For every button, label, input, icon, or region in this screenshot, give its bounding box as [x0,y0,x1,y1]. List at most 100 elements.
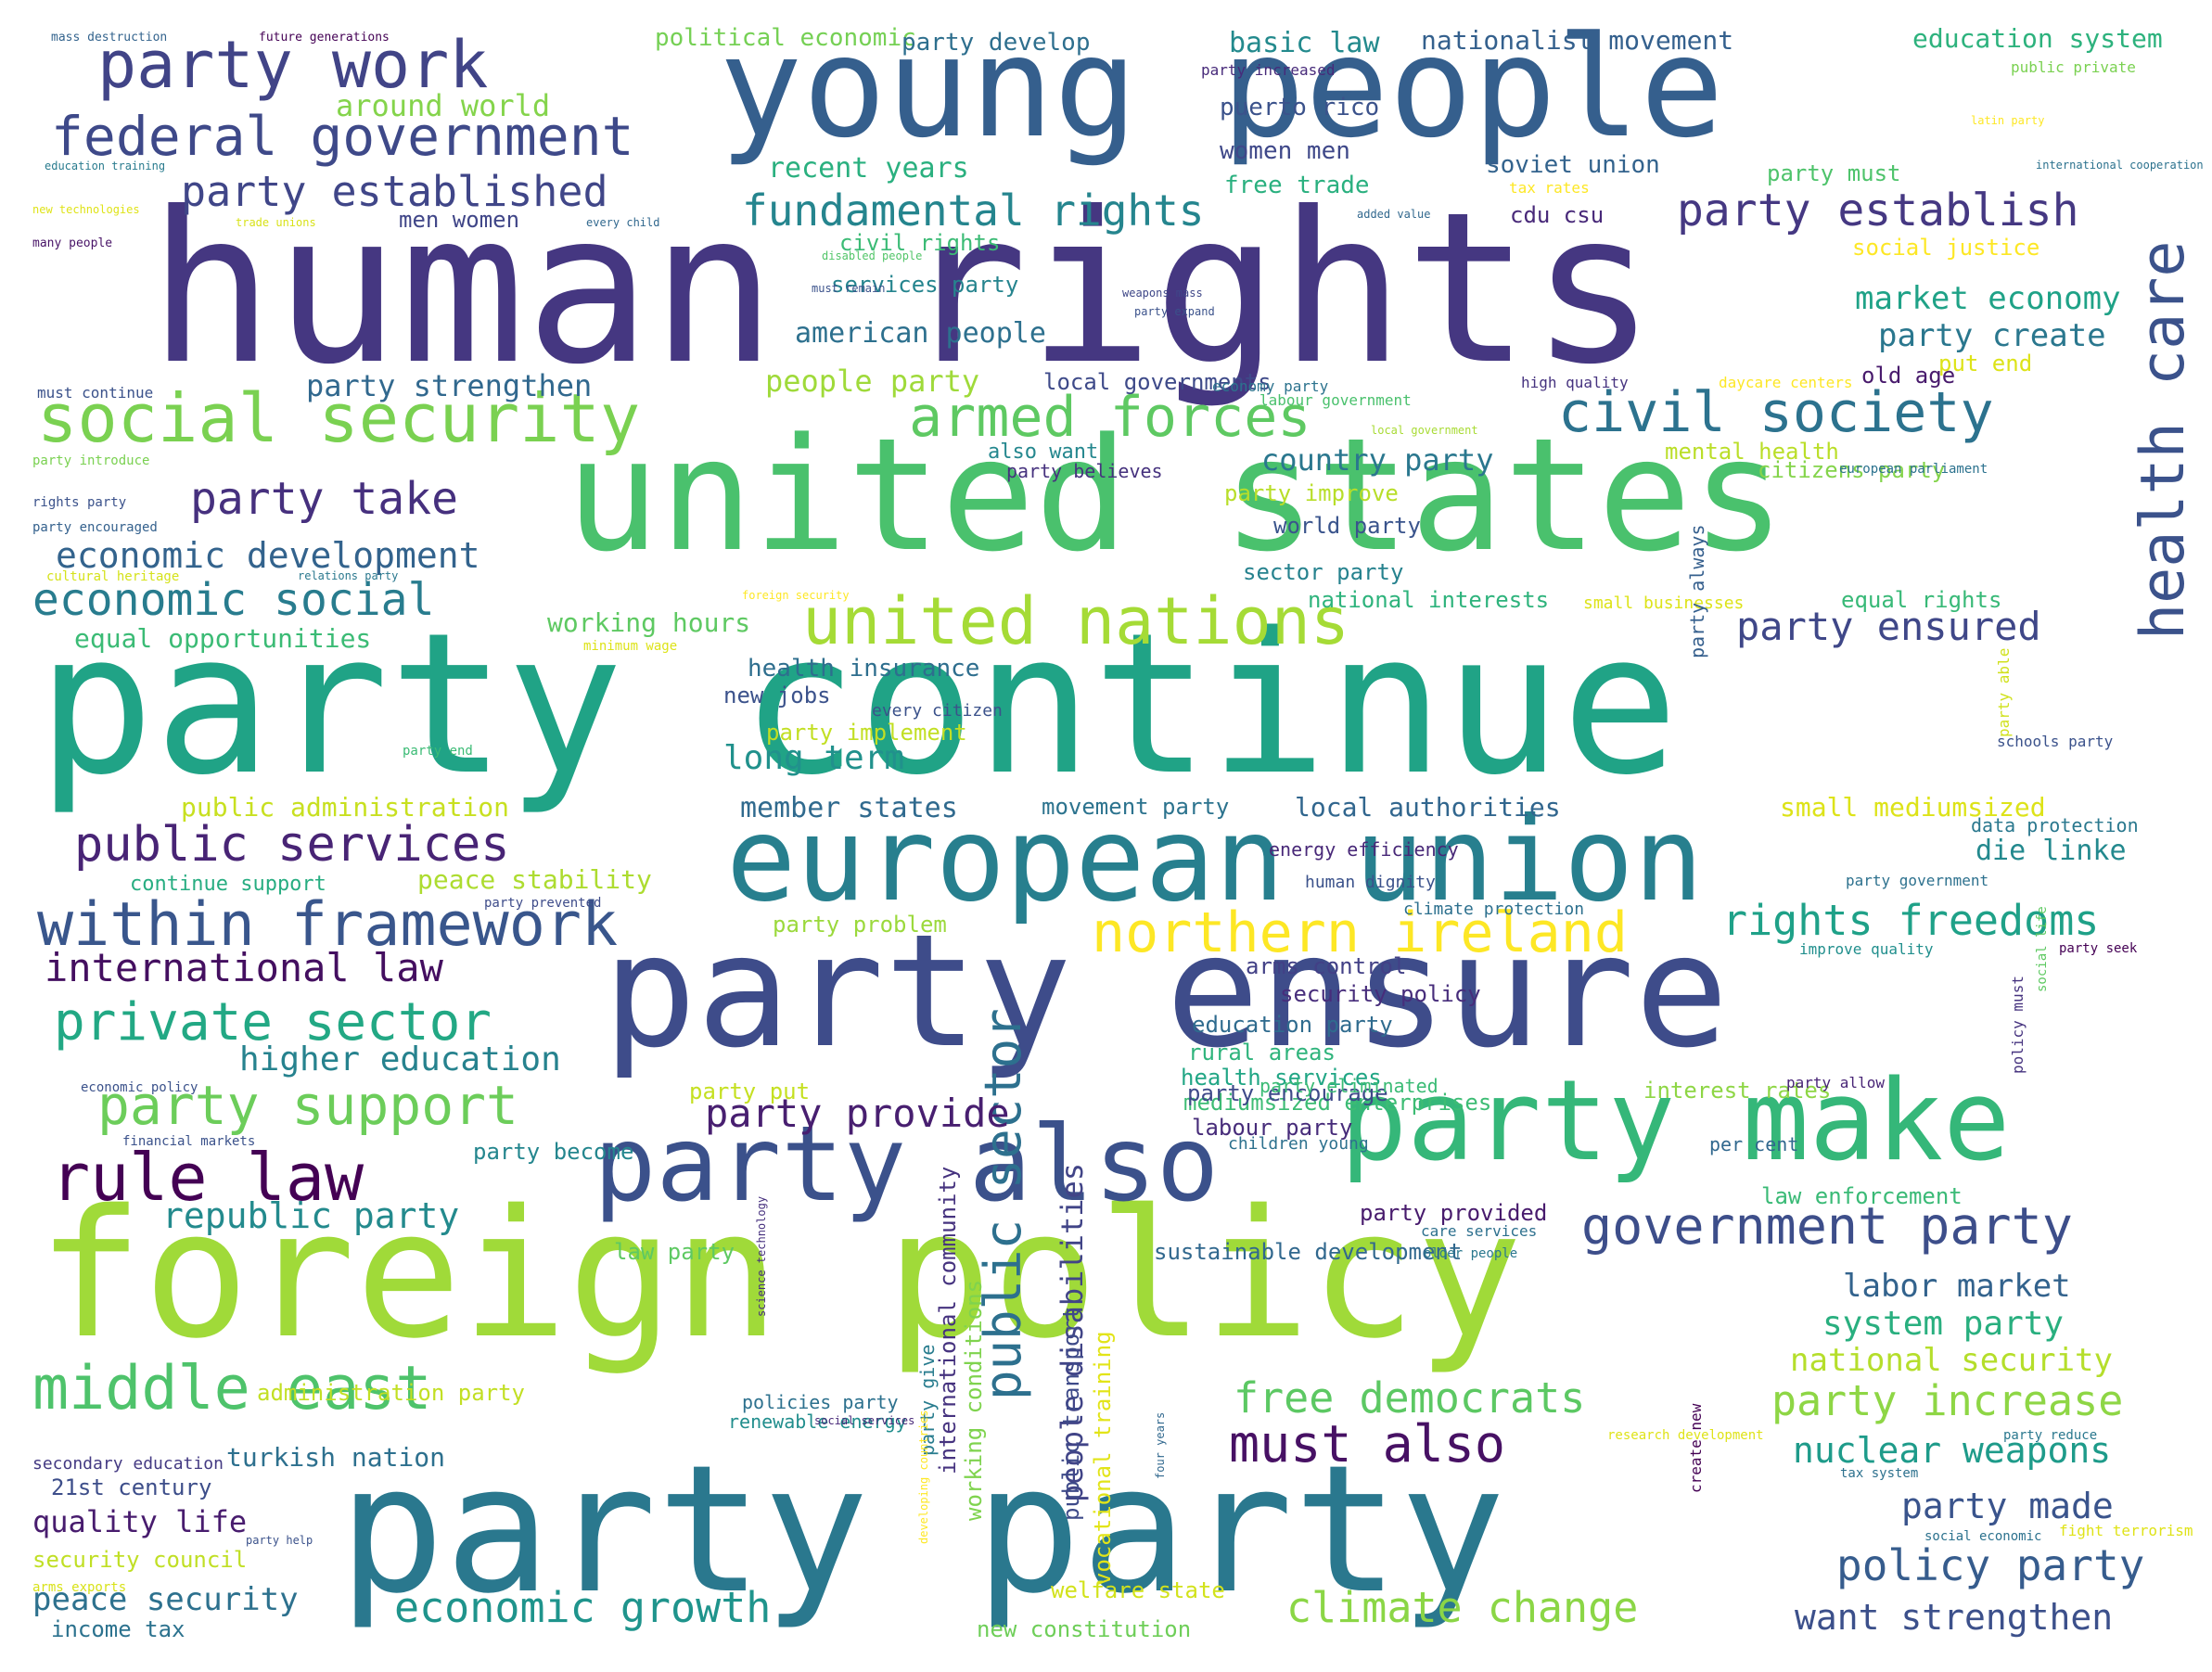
word: small mediumsized [1780,792,2046,823]
word: added value [1357,208,1431,221]
word: social security [37,379,641,457]
word: law enforcement [1761,1183,1963,1209]
word: northern ireland [1092,900,1628,965]
word: recent years [768,152,969,185]
word: per cent [1709,1133,1799,1155]
word: peace stability [417,864,652,895]
word: foreign policy [37,1172,1523,1377]
word: united states [566,404,1785,586]
word: schools party [1997,733,2114,750]
word: party prevented [484,896,602,911]
word: social justice [1852,235,2040,261]
word: mass destruction [51,31,168,45]
word: policy party [1836,1540,2145,1590]
word: party work [97,27,489,103]
word: public transport [1058,1306,1084,1521]
word: middle east [32,1354,432,1423]
word: climate protection [1403,900,1585,919]
word: party strengthen [306,368,593,403]
word: economic development [56,535,480,576]
word: foreign security [742,589,850,602]
word: trade unions [236,216,316,229]
word: climate change [1286,1583,1639,1632]
word: basic law [1229,27,1380,59]
word: create new [1687,1403,1705,1493]
word: also want [988,440,1099,464]
word: working conditions [961,1279,987,1521]
word: party party [339,1427,1506,1632]
word: health insurance [748,655,980,683]
word: energy efficiency [1269,838,1459,861]
word: new jobs [723,683,831,708]
word: social services [814,1414,915,1427]
word: daycare centers [1719,374,1853,391]
word: many people [32,236,113,250]
word: people party [765,364,980,399]
word: party continue [37,591,1680,818]
word: relations party [298,569,399,582]
word: party able [1995,647,2013,737]
word: disabled people [822,249,923,262]
word: security policy [1280,981,1481,1007]
word: international community [935,1166,961,1474]
word: party increase [1771,1376,2124,1425]
word: party put [689,1079,811,1104]
word: republic party [162,1195,460,1236]
word: quality life [32,1504,248,1539]
word: european parliament [1839,462,1988,477]
word: four years [1154,1411,1167,1479]
word: puerto rico [1220,94,1380,121]
word: income tax [51,1616,185,1642]
word: party implement [766,720,967,746]
word: american people [795,317,1046,350]
word: party take [190,473,458,525]
word: old age [1861,363,1956,389]
word: vocational training [1090,1331,1116,1586]
word: local government [1371,424,1478,437]
word: labour party [1192,1115,1353,1141]
word: high quality [1521,374,1629,391]
word: rights freedoms [1722,896,2100,945]
word: free democrats [1234,1373,1586,1423]
word: civil rights [839,230,1001,256]
word: die linke [1975,835,2127,867]
word: member states [740,792,958,824]
word: party encourage [1187,1080,1388,1106]
word: party introduce [32,453,150,468]
word: party ensured [1736,604,2041,649]
word: civil society [1558,380,1994,445]
word: movement party [1042,794,1230,820]
word: armed forces [909,385,1311,450]
word: government party [1581,1196,2073,1256]
word: fundamental rights [742,185,1205,236]
word: party develop [901,29,1091,57]
word: party expand [1134,305,1215,318]
word: economic social [32,574,435,626]
word: public private [2011,58,2136,76]
word: new technologies [32,203,140,216]
word: party establish [1677,185,2079,236]
word: local governments [1043,369,1272,395]
word: party improve [1224,480,1399,506]
word: peace security [32,1581,299,1618]
word: party help [246,1534,313,1547]
word: economy party [1212,377,1329,395]
word: fight terrorism [2059,1522,2193,1539]
word: rural areas [1188,1040,1336,1066]
word: mediumsized enterprises [1183,1090,1492,1116]
word: citizens party [1758,457,1946,483]
word: education training [45,160,166,172]
word: secondary education [32,1454,224,1474]
word: new constitution [977,1616,1192,1642]
word: party eliminated [1259,1075,1438,1097]
word: party ensure [603,900,1729,1082]
word: local authorities [1295,792,1561,823]
word: must remain [812,282,886,295]
word: party end [403,744,473,759]
word: national interests [1308,587,1550,613]
word: want strengthen [1795,1597,2114,1638]
word: party problem [773,912,947,938]
word: data protection [1971,814,2139,836]
word: older people [1424,1246,1518,1261]
word: services party [831,272,1019,298]
